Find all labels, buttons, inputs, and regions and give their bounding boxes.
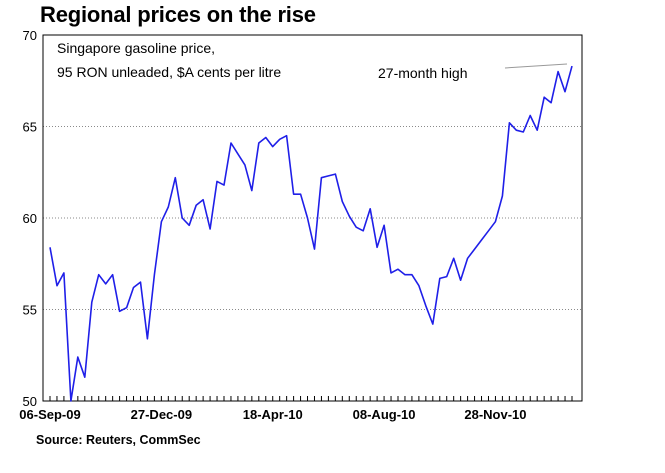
y-tick-label: 50 [23,394,37,409]
chart-subtitle-line-1: Singapore gasoline price, [57,40,215,56]
x-tick-label: 08-Aug-10 [353,407,416,422]
annotation-label: 27-month high [378,65,468,81]
y-tick-label: 65 [23,120,37,135]
plot-frame [42,34,583,402]
series-line [49,65,573,402]
x-tick-label: 27-Dec-09 [131,407,192,422]
x-tick-label: 06-Sep-09 [19,407,80,422]
y-tick-label: 55 [23,303,37,318]
source-note: Source: Reuters, CommSec [36,433,201,447]
y-axis-labels: 50 55 60 65 70 [23,28,37,409]
chart-subtitle-line-2: 95 RON unleaded, $A cents per litre [57,64,281,80]
gridlines [43,126,582,310]
annotation-leader-line [504,63,568,69]
x-tick-label: 28-Nov-10 [464,407,526,422]
x-axis-ticks [49,396,573,401]
y-tick-label: 60 [23,211,37,226]
y-tick-label: 70 [23,28,37,43]
chart-title: Regional prices on the rise [40,2,316,27]
x-tick-label: 18-Apr-10 [243,407,303,422]
x-axis-labels: 06-Sep-09 27-Dec-09 18-Apr-10 08-Aug-10 28-N… [19,407,526,422]
